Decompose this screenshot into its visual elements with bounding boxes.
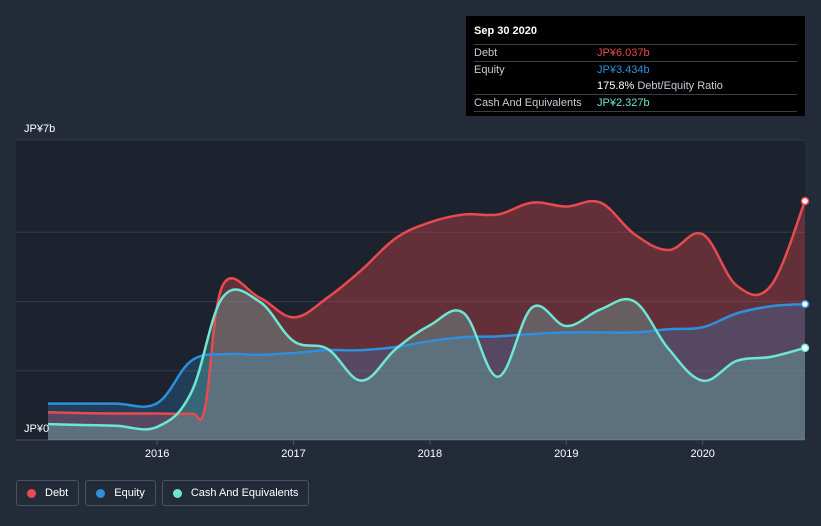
equity-dot-icon <box>96 488 106 498</box>
grid-lines <box>16 139 805 441</box>
tooltip-debt-value: JP¥6.037b <box>597 47 650 59</box>
cash-and-equivalents-end-marker <box>800 343 810 353</box>
cash-and-equivalents-line <box>47 288 806 431</box>
tooltip-row-equity: Equity JP¥3.434b <box>474 61 797 78</box>
y-tick-label: JP¥0 <box>24 423 49 435</box>
plot-background <box>16 140 805 440</box>
x-tick-label: 2019 <box>554 448 578 460</box>
tooltip-row-cash: Cash And Equivalents JP¥2.327b <box>474 94 797 112</box>
chart-legend: Debt Equity Cash And Equivalents <box>16 480 310 506</box>
equity-area <box>48 304 805 440</box>
tooltip-equity-label: Equity <box>474 64 505 76</box>
end-markers <box>800 196 810 353</box>
tooltip-equity-value: JP¥3.434b <box>597 64 650 76</box>
legend-item-equity[interactable]: Equity <box>85 480 156 506</box>
tooltip-ratio-label: Debt/Equity Ratio <box>637 80 723 92</box>
tooltip-panel: Sep 30 2020 Debt JP¥6.037b Equity JP¥3.4… <box>466 16 805 116</box>
y-tick-label: JP¥7b <box>24 123 55 135</box>
x-tick-label: 2020 <box>690 448 714 460</box>
series-lines <box>47 199 807 431</box>
legend-item-debt[interactable]: Debt <box>16 480 80 506</box>
legend-item-cash[interactable]: Cash And Equivalents <box>161 480 310 506</box>
tooltip-debt-label: Debt <box>474 47 498 59</box>
legend-cash-label: Cash And Equivalents <box>190 487 299 499</box>
debt-dot-icon <box>27 488 36 498</box>
tooltip-row-ratio: 175.8% Debt/Equity Ratio <box>474 78 797 94</box>
tooltip-row-debt: Debt JP¥6.037b <box>474 44 797 61</box>
legend-debt-label: Debt <box>45 487 69 499</box>
x-tick-label: 2018 <box>418 448 442 460</box>
tooltip-date: Sep 30 2020 <box>474 25 537 37</box>
equity-line <box>48 302 806 408</box>
debt-area <box>48 201 805 440</box>
legend-equity-label: Equity <box>114 487 145 499</box>
axis-labels: JP¥0 JP¥7b 2016 2017 2018 2019 2020 <box>24 123 715 460</box>
equity-end-marker <box>800 299 810 309</box>
cash-dot-icon <box>172 488 182 498</box>
debt-end-marker <box>800 196 810 206</box>
x-tick-label: 2016 <box>145 448 169 460</box>
x-tick-label: 2017 <box>281 448 305 460</box>
debt-line <box>47 199 807 422</box>
tooltip-cash-label: Cash And Equivalents <box>474 97 582 109</box>
tooltip-cash-value: JP¥2.327b <box>597 97 650 109</box>
tooltip-ratio-value: 175.8% <box>597 80 635 92</box>
series-areas <box>48 201 805 440</box>
cash-and-equivalents-area <box>48 289 805 440</box>
